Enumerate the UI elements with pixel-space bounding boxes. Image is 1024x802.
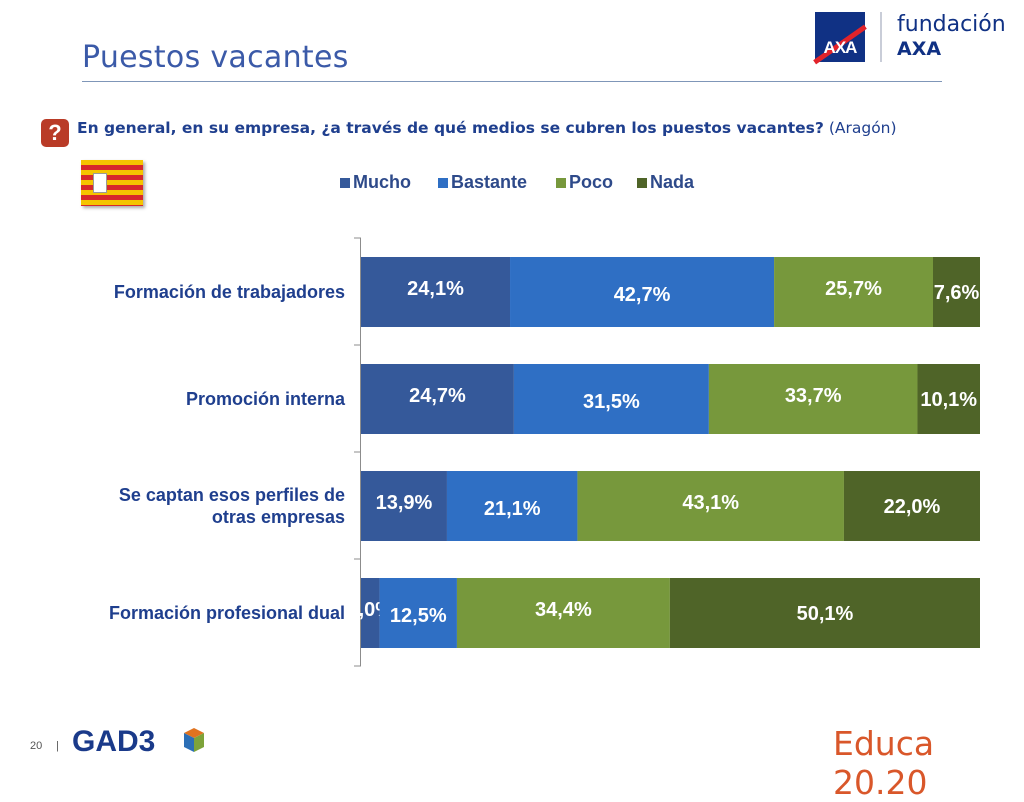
data-label: 7,6% [934, 282, 980, 304]
bar-segment-mucho [361, 364, 514, 434]
brand-name-top: fundación [897, 12, 1006, 37]
axa-logo-text: AXA [823, 38, 858, 57]
bar-segment-bastante [510, 257, 775, 327]
data-label: 31,5% [583, 391, 640, 413]
legend-swatch-nada [637, 177, 647, 188]
data-label: 34,4% [535, 599, 592, 621]
bar-segment-bastante [379, 578, 457, 648]
bar-segment-mucho [361, 471, 447, 541]
footer-separator: | [56, 740, 59, 752]
legend-swatch-bastante [438, 177, 448, 188]
legend-item-poco: Poco [556, 172, 613, 193]
legend-swatch-mucho [340, 177, 350, 188]
gad3-logo: GAD3 [72, 725, 156, 758]
bar-segment-nada [917, 364, 980, 434]
bar-segment-mucho [361, 257, 511, 327]
data-label: 13,9% [376, 492, 433, 514]
legend-item-mucho: Mucho [340, 172, 411, 193]
bar-segment-poco [456, 578, 670, 648]
legend-label-mucho: Mucho [353, 172, 411, 192]
legend-label-bastante: Bastante [451, 172, 528, 192]
axa-logo: AXA [813, 12, 867, 65]
legend-label-nada: Nada [650, 172, 695, 192]
aragon-flag-icon [81, 160, 143, 206]
category-label: Formación profesional dual [108, 603, 345, 623]
chart-legend: Mucho Bastante Poco Nada [0, 172, 1024, 194]
title-divider [82, 81, 942, 82]
data-label: 33,7% [785, 385, 842, 407]
data-label: 24,1% [407, 278, 464, 300]
legend-swatch-poco [556, 177, 566, 188]
bar-segment-poco [774, 257, 934, 327]
data-label: 22,0% [884, 496, 941, 518]
legend-item-bastante: Bastante [438, 172, 527, 193]
stacked-bar-chart: 24,1% 42,7% 25,7% 7,6% 24,7% 31,5% 33,7% 10,1% 1… [354, 237, 980, 667]
question-region: (Aragón) [828, 119, 897, 137]
data-label: 21,1% [484, 498, 541, 520]
page-title: Puestos vacantes [82, 40, 349, 75]
data-label: 12,5% [390, 605, 447, 627]
educa-brand: Educa 20.20 [833, 724, 935, 802]
data-label: 25,7% [825, 278, 882, 300]
bar-segment-bastante [446, 471, 578, 541]
flag-shield [93, 173, 107, 193]
bar-segment-nada [933, 257, 980, 327]
data-label: 43,1% [682, 492, 739, 514]
category-label: Se captan esos perfiles de otras empresa… [118, 485, 345, 527]
bar-segment-bastante [513, 364, 709, 434]
logo-separator [880, 12, 882, 62]
bar-segment-mucho [361, 578, 380, 648]
category-label: Promoción interna [185, 389, 345, 409]
bar-segment-poco [708, 364, 918, 434]
legend-label-poco: Poco [569, 172, 614, 192]
cube-logo-icon [184, 728, 204, 752]
data-label: 50,1% [797, 603, 854, 625]
page-number: 20 [30, 740, 43, 752]
data-label: 42,7% [614, 284, 671, 306]
data-label: 24,7% [409, 385, 466, 407]
data-label: 10,1% [920, 389, 977, 411]
category-label: Formación de trabajadores [113, 282, 345, 302]
survey-question: En general, en su empresa, ¿a través de … [77, 119, 897, 137]
legend-item-nada: Nada [637, 172, 694, 193]
question-mark-icon: ? [41, 119, 69, 147]
bar-segment-nada [843, 471, 980, 541]
question-text: En general, en su empresa, ¿a través de … [77, 119, 824, 137]
brand-name-bottom: AXA [897, 38, 942, 60]
bar-segment-poco [577, 471, 844, 541]
bar-segment-nada [669, 578, 980, 648]
